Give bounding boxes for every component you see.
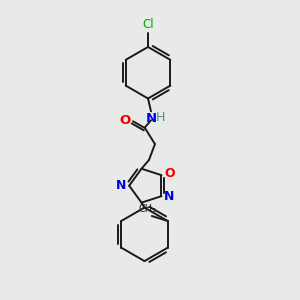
Text: O: O [119,114,131,127]
Text: CH₃: CH₃ [139,204,157,214]
Text: N: N [146,112,157,125]
Text: Cl: Cl [142,18,154,31]
Text: H: H [156,111,166,124]
Text: O: O [164,167,175,180]
Text: N: N [164,190,175,202]
Text: N: N [116,179,127,192]
